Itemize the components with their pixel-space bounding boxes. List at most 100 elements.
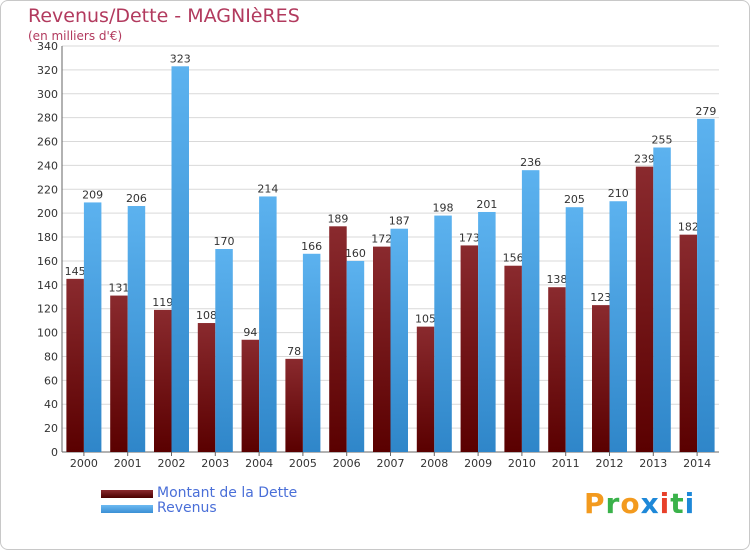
- y-tick-label: 140: [37, 279, 58, 292]
- y-tick-label: 320: [37, 64, 58, 77]
- logo-letter: i: [684, 487, 696, 520]
- logo-letter: i: [659, 487, 671, 520]
- data-label-revenus: 201: [476, 198, 497, 211]
- data-label-revenus: 187: [389, 215, 410, 228]
- logo-letter: t: [670, 487, 685, 520]
- data-label-revenus: 255: [652, 134, 673, 147]
- data-label-dette: 78: [287, 345, 301, 358]
- x-tick-label: 2001: [114, 457, 142, 470]
- data-label-revenus: 206: [126, 192, 147, 205]
- data-label-revenus: 166: [301, 240, 322, 253]
- bar-revenus: [565, 207, 584, 452]
- data-label-dette: 119: [152, 296, 173, 309]
- logo-letter: r: [605, 487, 621, 520]
- data-label-dette: 189: [327, 212, 348, 225]
- x-tick-label: 2002: [158, 457, 186, 470]
- bar-dette: [548, 287, 566, 452]
- y-tick-label: 0: [51, 446, 58, 459]
- data-label-dette: 182: [678, 221, 699, 234]
- data-label-dette: 123: [590, 291, 611, 304]
- bar-dette: [110, 295, 128, 452]
- data-label-revenus: 279: [695, 105, 716, 118]
- data-label-revenus: 198: [433, 202, 454, 215]
- bar-revenus: [171, 66, 189, 453]
- bar-dette: [373, 246, 391, 452]
- data-label-dette: 172: [371, 233, 392, 246]
- x-tick-label: 2009: [464, 457, 492, 470]
- y-tick-label: 180: [37, 231, 58, 244]
- bar-dette: [241, 339, 260, 452]
- legend-swatch-debt: [101, 490, 153, 498]
- bar-dette: [679, 234, 698, 452]
- y-tick-label: 20: [44, 422, 58, 435]
- y-tick-label: 240: [37, 159, 58, 172]
- x-tick-label: 2007: [377, 457, 405, 470]
- bar-dette: [504, 265, 522, 452]
- bar-revenus: [697, 118, 715, 452]
- data-label-dette: 239: [634, 153, 655, 166]
- bar-revenus: [302, 253, 321, 452]
- y-tick-label: 340: [37, 40, 58, 53]
- y-tick-label: 80: [44, 350, 58, 363]
- y-tick-label: 60: [44, 374, 58, 387]
- bar-dette: [592, 305, 610, 452]
- data-label-revenus: 323: [170, 52, 191, 65]
- bar-revenus: [390, 228, 408, 452]
- data-label-dette: 145: [65, 265, 86, 278]
- data-label-revenus: 210: [608, 187, 629, 200]
- data-label-dette: 131: [108, 282, 129, 295]
- bar-revenus: [83, 202, 102, 452]
- x-tick-label: 2003: [201, 457, 229, 470]
- y-tick-label: 300: [37, 88, 58, 101]
- bar-revenus: [653, 147, 671, 452]
- chart-subtitle: (en milliers d'€): [28, 29, 123, 43]
- y-tick-label: 200: [37, 207, 58, 220]
- y-tick-label: 40: [44, 398, 58, 411]
- x-tick-label: 2014: [683, 457, 711, 470]
- data-label-dette: 108: [196, 309, 217, 322]
- logo-letter: o: [620, 487, 641, 520]
- data-label-dette: 105: [415, 313, 436, 326]
- data-label-revenus: 170: [214, 235, 235, 248]
- x-tick-label: 2008: [420, 457, 448, 470]
- bar-dette: [416, 326, 435, 452]
- data-label-dette: 156: [503, 252, 524, 265]
- x-tick-label: 2005: [289, 457, 317, 470]
- y-tick-label: 260: [37, 136, 58, 149]
- x-tick-label: 2004: [245, 457, 273, 470]
- bar-revenus: [346, 260, 365, 452]
- proxiti-logo: Proxiti: [584, 487, 695, 520]
- x-tick-label: 2000: [70, 457, 98, 470]
- bar-revenus: [478, 211, 496, 452]
- bar-revenus: [609, 201, 627, 452]
- bar-revenus: [434, 215, 452, 452]
- y-tick-label: 120: [37, 303, 58, 316]
- data-label-dette: 138: [546, 273, 567, 286]
- y-tick-label: 100: [37, 327, 58, 340]
- x-tick-label: 2006: [333, 457, 361, 470]
- legend-label-debt: Montant de la Dette: [157, 485, 298, 501]
- bar-dette: [460, 245, 479, 452]
- bar-dette: [635, 166, 654, 452]
- data-label-dette: 94: [243, 326, 257, 339]
- bar-revenus: [521, 170, 540, 452]
- legend-label-revenus: Revenus: [157, 500, 217, 516]
- data-label-revenus: 160: [345, 247, 366, 260]
- data-label-dette: 173: [459, 231, 480, 244]
- data-label-revenus: 236: [520, 156, 541, 169]
- x-tick-label: 2013: [639, 457, 667, 470]
- x-tick-label: 2010: [508, 457, 536, 470]
- bar-dette: [329, 226, 347, 452]
- y-tick-label: 160: [37, 255, 58, 268]
- bar-revenus: [259, 196, 277, 452]
- bar-dette: [66, 278, 84, 452]
- data-label-revenus: 209: [82, 188, 103, 201]
- logo-letter: x: [640, 487, 660, 520]
- bar-dette: [285, 358, 303, 452]
- x-tick-label: 2011: [552, 457, 580, 470]
- legend-swatch-revenus: [101, 505, 153, 513]
- data-label-revenus: 214: [257, 182, 278, 195]
- bar-revenus: [215, 249, 233, 452]
